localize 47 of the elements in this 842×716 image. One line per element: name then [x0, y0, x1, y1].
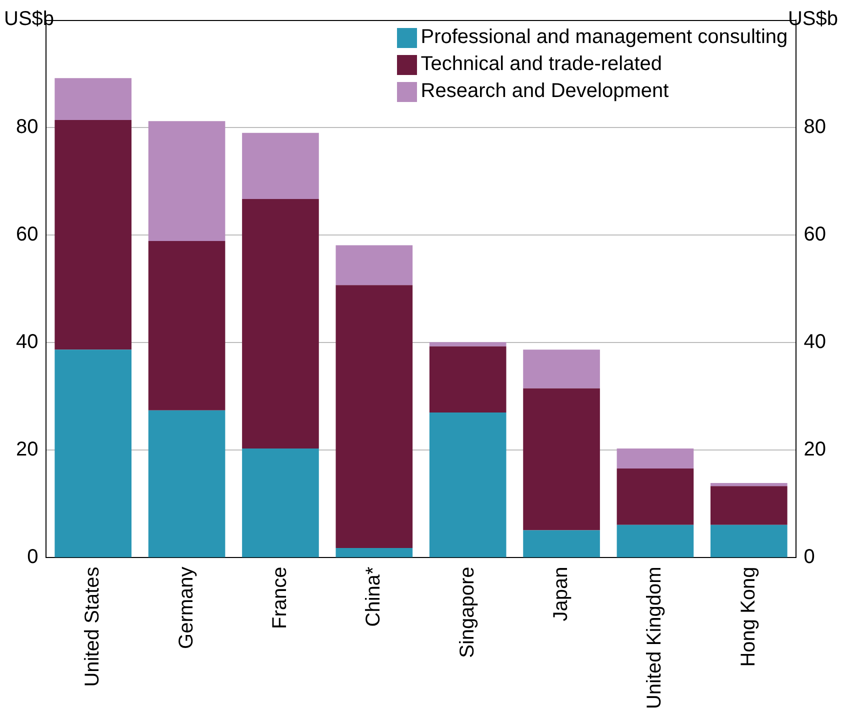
bar [242, 448, 319, 558]
bar [616, 448, 694, 468]
bar [148, 410, 226, 558]
bar [429, 412, 506, 558]
x-tick-label: France [268, 566, 291, 629]
bar [242, 132, 319, 200]
y2-tick-label: 20 [804, 438, 826, 461]
legend-label: Research and Development [420, 80, 669, 103]
bar [710, 524, 788, 558]
y2-tick-label: 60 [804, 224, 826, 246]
bar [429, 346, 506, 413]
bar [336, 285, 413, 548]
bar [54, 120, 132, 350]
x-tick-label: Germany [175, 566, 198, 649]
y-tick-label: 80 [16, 116, 38, 138]
bar [523, 350, 600, 388]
y2-axis-title: US$b [788, 8, 838, 31]
x-tick-label: United States [82, 566, 104, 687]
x-tick-label: China* [362, 566, 385, 627]
y-axis-title: US$b [4, 8, 54, 31]
bar [148, 121, 226, 241]
bar [523, 388, 600, 530]
bar [616, 468, 694, 525]
bar [710, 482, 788, 486]
bar [710, 486, 788, 525]
x-tick-label: Japan [550, 566, 572, 622]
x-tick-label: Hong Kong [737, 566, 760, 667]
bar [54, 350, 132, 558]
y-tick-label: 40 [16, 331, 38, 354]
y-tick-label: 20 [16, 438, 38, 461]
y2-tick-label: 40 [804, 331, 826, 354]
bar [616, 524, 694, 558]
y-tick-label: 0 [27, 546, 38, 568]
bar [54, 78, 132, 120]
x-tick-label: Singapore [456, 566, 478, 658]
y-tick-label: 60 [16, 224, 38, 246]
y2-tick-label: 80 [804, 116, 826, 138]
bar [242, 199, 319, 449]
y2-tick-label: 0 [804, 546, 815, 568]
bar [523, 530, 600, 558]
bar [336, 245, 413, 286]
bar [336, 548, 413, 558]
bar [429, 342, 506, 346]
legend-label: Technical and trade-related [420, 53, 662, 76]
x-tick-label: United Kingdom [644, 566, 666, 710]
bar [148, 240, 226, 410]
legend-label: Professional and management consulting [420, 26, 788, 49]
